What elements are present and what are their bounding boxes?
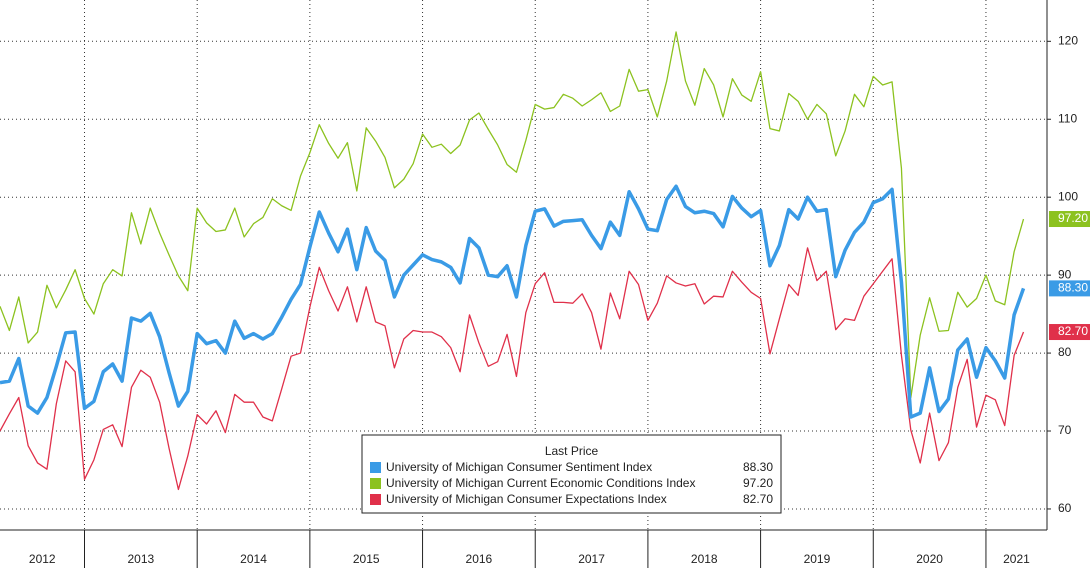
y-tick-label: 120 (1058, 33, 1078, 47)
y-tick-label: 90 (1058, 267, 1072, 281)
legend-value: 97.20 (743, 476, 773, 490)
y-tick-label: 100 (1058, 189, 1078, 203)
y-tick-label: 110 (1058, 111, 1077, 125)
x-tick-label: 2012 (29, 552, 56, 566)
legend-title: Last Price (545, 444, 599, 458)
value-tags: 88.30 97.20 82.70 (1049, 211, 1090, 341)
value-tag (1049, 280, 1090, 297)
x-tick-label: 2017 (578, 552, 605, 566)
value-tag (1049, 211, 1090, 228)
x-tick-label: 2021 (1003, 552, 1030, 566)
legend-value: 88.30 (743, 460, 773, 474)
x-tick-label: 2018 (691, 552, 718, 566)
x-tick-label: 2013 (127, 552, 154, 566)
y-tick-label: 70 (1058, 423, 1072, 437)
legend-value: 82.70 (743, 492, 773, 506)
legend-box (361, 434, 782, 514)
y-tick-label: 80 (1058, 345, 1072, 359)
plot (0, 31, 1026, 491)
x-tick-label: 2015 (353, 552, 380, 566)
series-line (0, 247, 1025, 491)
legend-swatch (370, 478, 381, 489)
legend-label: University of Michigan Consumer Sentimen… (386, 460, 652, 474)
x-tick-label: 2014 (240, 552, 267, 566)
legend-label: University of Michigan Current Economic … (386, 476, 695, 490)
legend-swatch (370, 494, 381, 505)
series-line (0, 184, 1026, 419)
legend-swatch (370, 462, 381, 473)
series-line (0, 31, 1025, 399)
legend: Last Price University of Michigan Consume… (361, 434, 782, 514)
x-tick-label: 2019 (804, 552, 831, 566)
legend-label: University of Michigan Consumer Expectat… (386, 492, 667, 506)
value-tag-label: 82.70 (1058, 324, 1088, 338)
value-tag-label: 88.30 (1058, 281, 1088, 295)
value-tag (1049, 324, 1090, 341)
value-tag-label: 97.20 (1058, 211, 1088, 225)
x-tick-label: 2020 (916, 552, 943, 566)
x-tick-label: 2016 (466, 552, 493, 566)
y-tick-label: 60 (1058, 501, 1072, 515)
